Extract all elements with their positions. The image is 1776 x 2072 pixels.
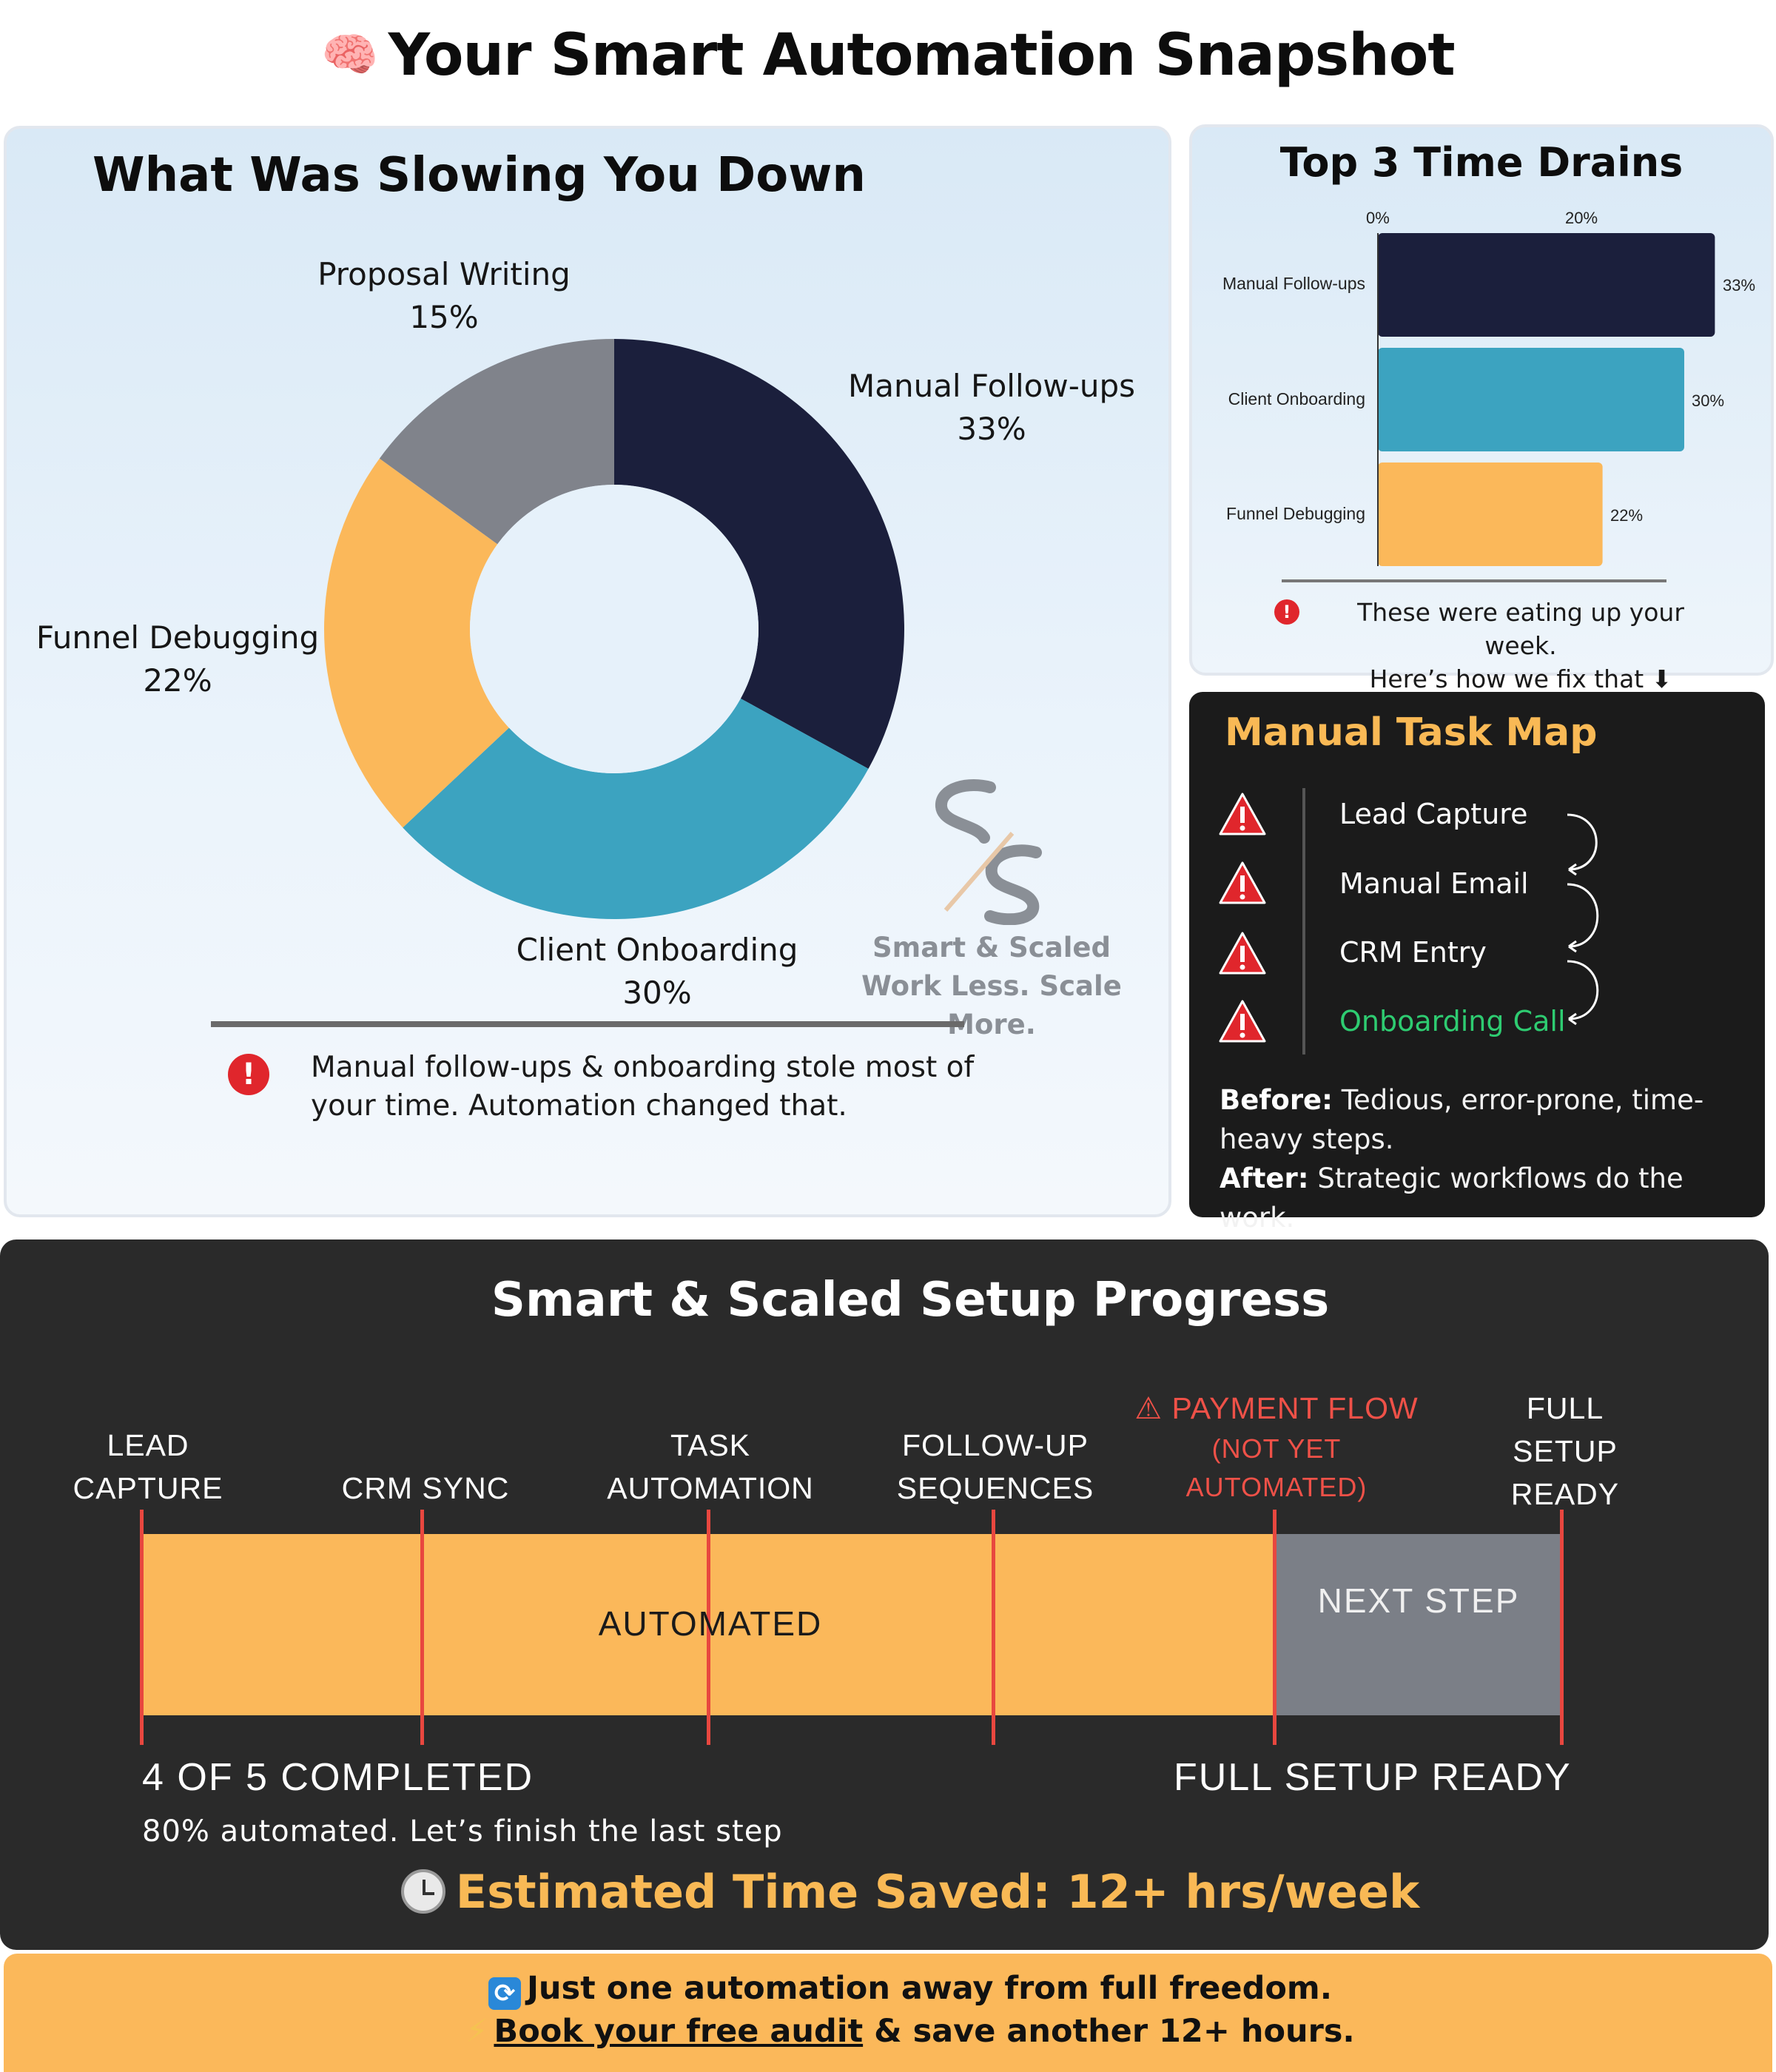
milestone-crm-sync: CRM SYNC (341, 1471, 510, 1505)
pie-label-funnel-debugging: Funnel Debugging 22% (15, 616, 340, 702)
clock-icon (400, 1869, 445, 1914)
donut-slice-manual-follow-ups (614, 339, 904, 769)
milestone-marker (992, 1510, 995, 1745)
task-map-title: Manual Task Map (1225, 710, 1598, 755)
alert-icon: ! (228, 1054, 269, 1095)
milestone-marker (707, 1510, 710, 1745)
donut-slice-funnel-debugging (323, 458, 509, 828)
pie-label-client-onboarding: Client Onboarding 30% (480, 929, 835, 1015)
pie-label-name: Manual Follow-ups (847, 368, 1136, 404)
bar-value-manual-follow-ups: 33% (1723, 276, 1756, 295)
time-saved-text: Estimated Time Saved: 12+ hrs/week (455, 1865, 1420, 1919)
bar-value-funnel-debugging: 22% (1610, 506, 1644, 525)
page-title: 🧠 Your Smart Automation Snapshot (0, 22, 1776, 89)
next-step-label: NEXT STEP (1317, 1581, 1520, 1620)
book-audit-link[interactable]: Book your free audit (494, 2013, 864, 2050)
time-drains-note: These were eating up your week. Here’s h… (1321, 596, 1720, 696)
milestone-marker (1273, 1510, 1276, 1745)
slowdown-title: What Was Slowing You Down (92, 148, 866, 203)
donut-hole (470, 485, 758, 773)
bar-label-client-onboarding: Client Onboarding (1228, 389, 1365, 408)
repeat-icon: ⟳ (488, 1977, 521, 2010)
slowdown-note: Manual follow-ups & onboarding stole mos… (311, 1051, 975, 1123)
lightning-icon: ⚡ (465, 2013, 488, 2050)
task-map-item-crm-entry: CRM Entry (1339, 936, 1487, 969)
bar-label-manual-follow-ups: Manual Follow-ups (1222, 274, 1365, 293)
milestone-marker (1560, 1510, 1564, 1745)
bar-manual-follow-ups (1378, 233, 1715, 337)
axis-tick-20: 20% (1565, 209, 1598, 227)
automated-note: 80% automated. Let’s finish the last ste… (142, 1814, 783, 1849)
milestone-payment-flow: ⚠ PAYMENT FLOW (NOT YET AUTOMATED) (1114, 1387, 1439, 1507)
after-text: Strategic workflows do the work. (1220, 1163, 1684, 1234)
warning-icon (1219, 861, 1266, 904)
donut-slice-proposal-writing (379, 339, 614, 545)
warning-icon (1219, 1000, 1266, 1043)
pie-label-proposal-writing: Proposal Writing 15% (281, 253, 607, 339)
cta-line-1: ⟳ Just one automation away from full free… (0, 1970, 1776, 2010)
cta-banner (4, 1954, 1772, 2072)
bar-label-funnel-debugging: Funnel Debugging (1226, 504, 1365, 523)
task-map-item-manual-email: Manual Email (1339, 867, 1529, 900)
payment-flow-status: (NOT YET AUTOMATED) (1185, 1433, 1368, 1502)
before-line: Before: Tedious, error-prone, time-heavy… (1220, 1080, 1752, 1159)
warning-icon (1219, 793, 1266, 835)
task-map-item-onboarding-call: Onboarding Call (1339, 1005, 1566, 1037)
flow-arrows-icon (1567, 813, 1599, 1026)
milestone-full-setup-ready: FULL SETUP READY (1510, 1391, 1620, 1511)
after-line: After: Strategic workflows do the work. (1220, 1159, 1752, 1237)
milestone-marker (140, 1510, 144, 1745)
bar-client-onboarding (1378, 348, 1684, 451)
pie-label-manual-follow-ups: Manual Follow-ups 33% (814, 365, 1169, 451)
pie-label-pct: 22% (143, 662, 212, 699)
donut-slice-client-onboarding (403, 698, 869, 919)
time-saved: Estimated Time Saved: 12+ hrs/week (0, 1865, 1776, 1919)
bar-value-client-onboarding: 30% (1692, 391, 1725, 410)
task-map-panel (1189, 692, 1765, 1217)
page-title-text: Your Smart Automation Snapshot (388, 22, 1456, 89)
divider (211, 1021, 964, 1027)
cta-line-2-text: & save another 12+ hours. (863, 2013, 1355, 2050)
divider (1282, 579, 1666, 582)
payment-flow-label: ⚠ PAYMENT FLOW (1134, 1391, 1419, 1425)
after-label: After: (1220, 1163, 1309, 1194)
cta-line-2: ⚡ Book your free audit & save another 12+… (0, 2013, 1776, 2050)
warning-icon (1219, 932, 1266, 975)
divider (1302, 788, 1305, 1054)
cta-line-1-text: Just one automation away from full freed… (526, 1970, 1333, 2007)
pie-label-name: Client Onboarding (516, 932, 798, 968)
brain-icon: 🧠 (321, 27, 378, 81)
task-map-item-lead-capture: Lead Capture (1339, 798, 1528, 830)
milestone-lead-capture: LEAD CAPTURE (73, 1428, 223, 1505)
pie-label-pct: 33% (957, 411, 1026, 447)
full-setup-ready-label: FULL SETUP READY (1174, 1756, 1572, 1799)
time-drains-title: Top 3 Time Drains (1279, 139, 1684, 186)
brand-name: Smart & Scaled (872, 932, 1111, 963)
milestone-task-automation: TASK AUTOMATION (607, 1428, 814, 1505)
pie-label-pct: 30% (622, 975, 692, 1011)
task-map-description: Before: Tedious, error-prone, time-heavy… (1220, 1080, 1752, 1237)
setup-progress-title: Smart & Scaled Setup Progress (491, 1273, 1330, 1328)
brand-block: Smart & Scaled Work Less. Scale More. (820, 929, 1163, 1044)
automated-label: AUTOMATED (598, 1604, 823, 1643)
bar-funnel-debugging (1378, 462, 1603, 566)
milestone-marker (420, 1510, 424, 1745)
note-line-1: These were eating up your week. (1357, 598, 1684, 660)
before-text: Tedious, error-prone, time-heavy steps. (1220, 1084, 1704, 1155)
note-line-2: Here’s how we fix that ⬇ (1369, 665, 1672, 693)
milestone-follow-up-sequences: FOLLOW-UP SEQUENCES (896, 1428, 1094, 1505)
progress-next-step-segment (1274, 1534, 1563, 1715)
completed-count: 4 OF 5 COMPLETED (142, 1756, 534, 1799)
alert-icon: ! (1274, 599, 1299, 625)
pie-label-name: Funnel Debugging (36, 619, 320, 656)
pie-label-name: Proposal Writing (317, 256, 571, 292)
pie-label-pct: 15% (409, 299, 479, 335)
before-label: Before: (1220, 1084, 1333, 1116)
brand-tagline: Work Less. Scale More. (861, 970, 1122, 1040)
smart-scaled-logo (935, 779, 1042, 925)
axis-tick-0: 0% (1366, 209, 1390, 227)
